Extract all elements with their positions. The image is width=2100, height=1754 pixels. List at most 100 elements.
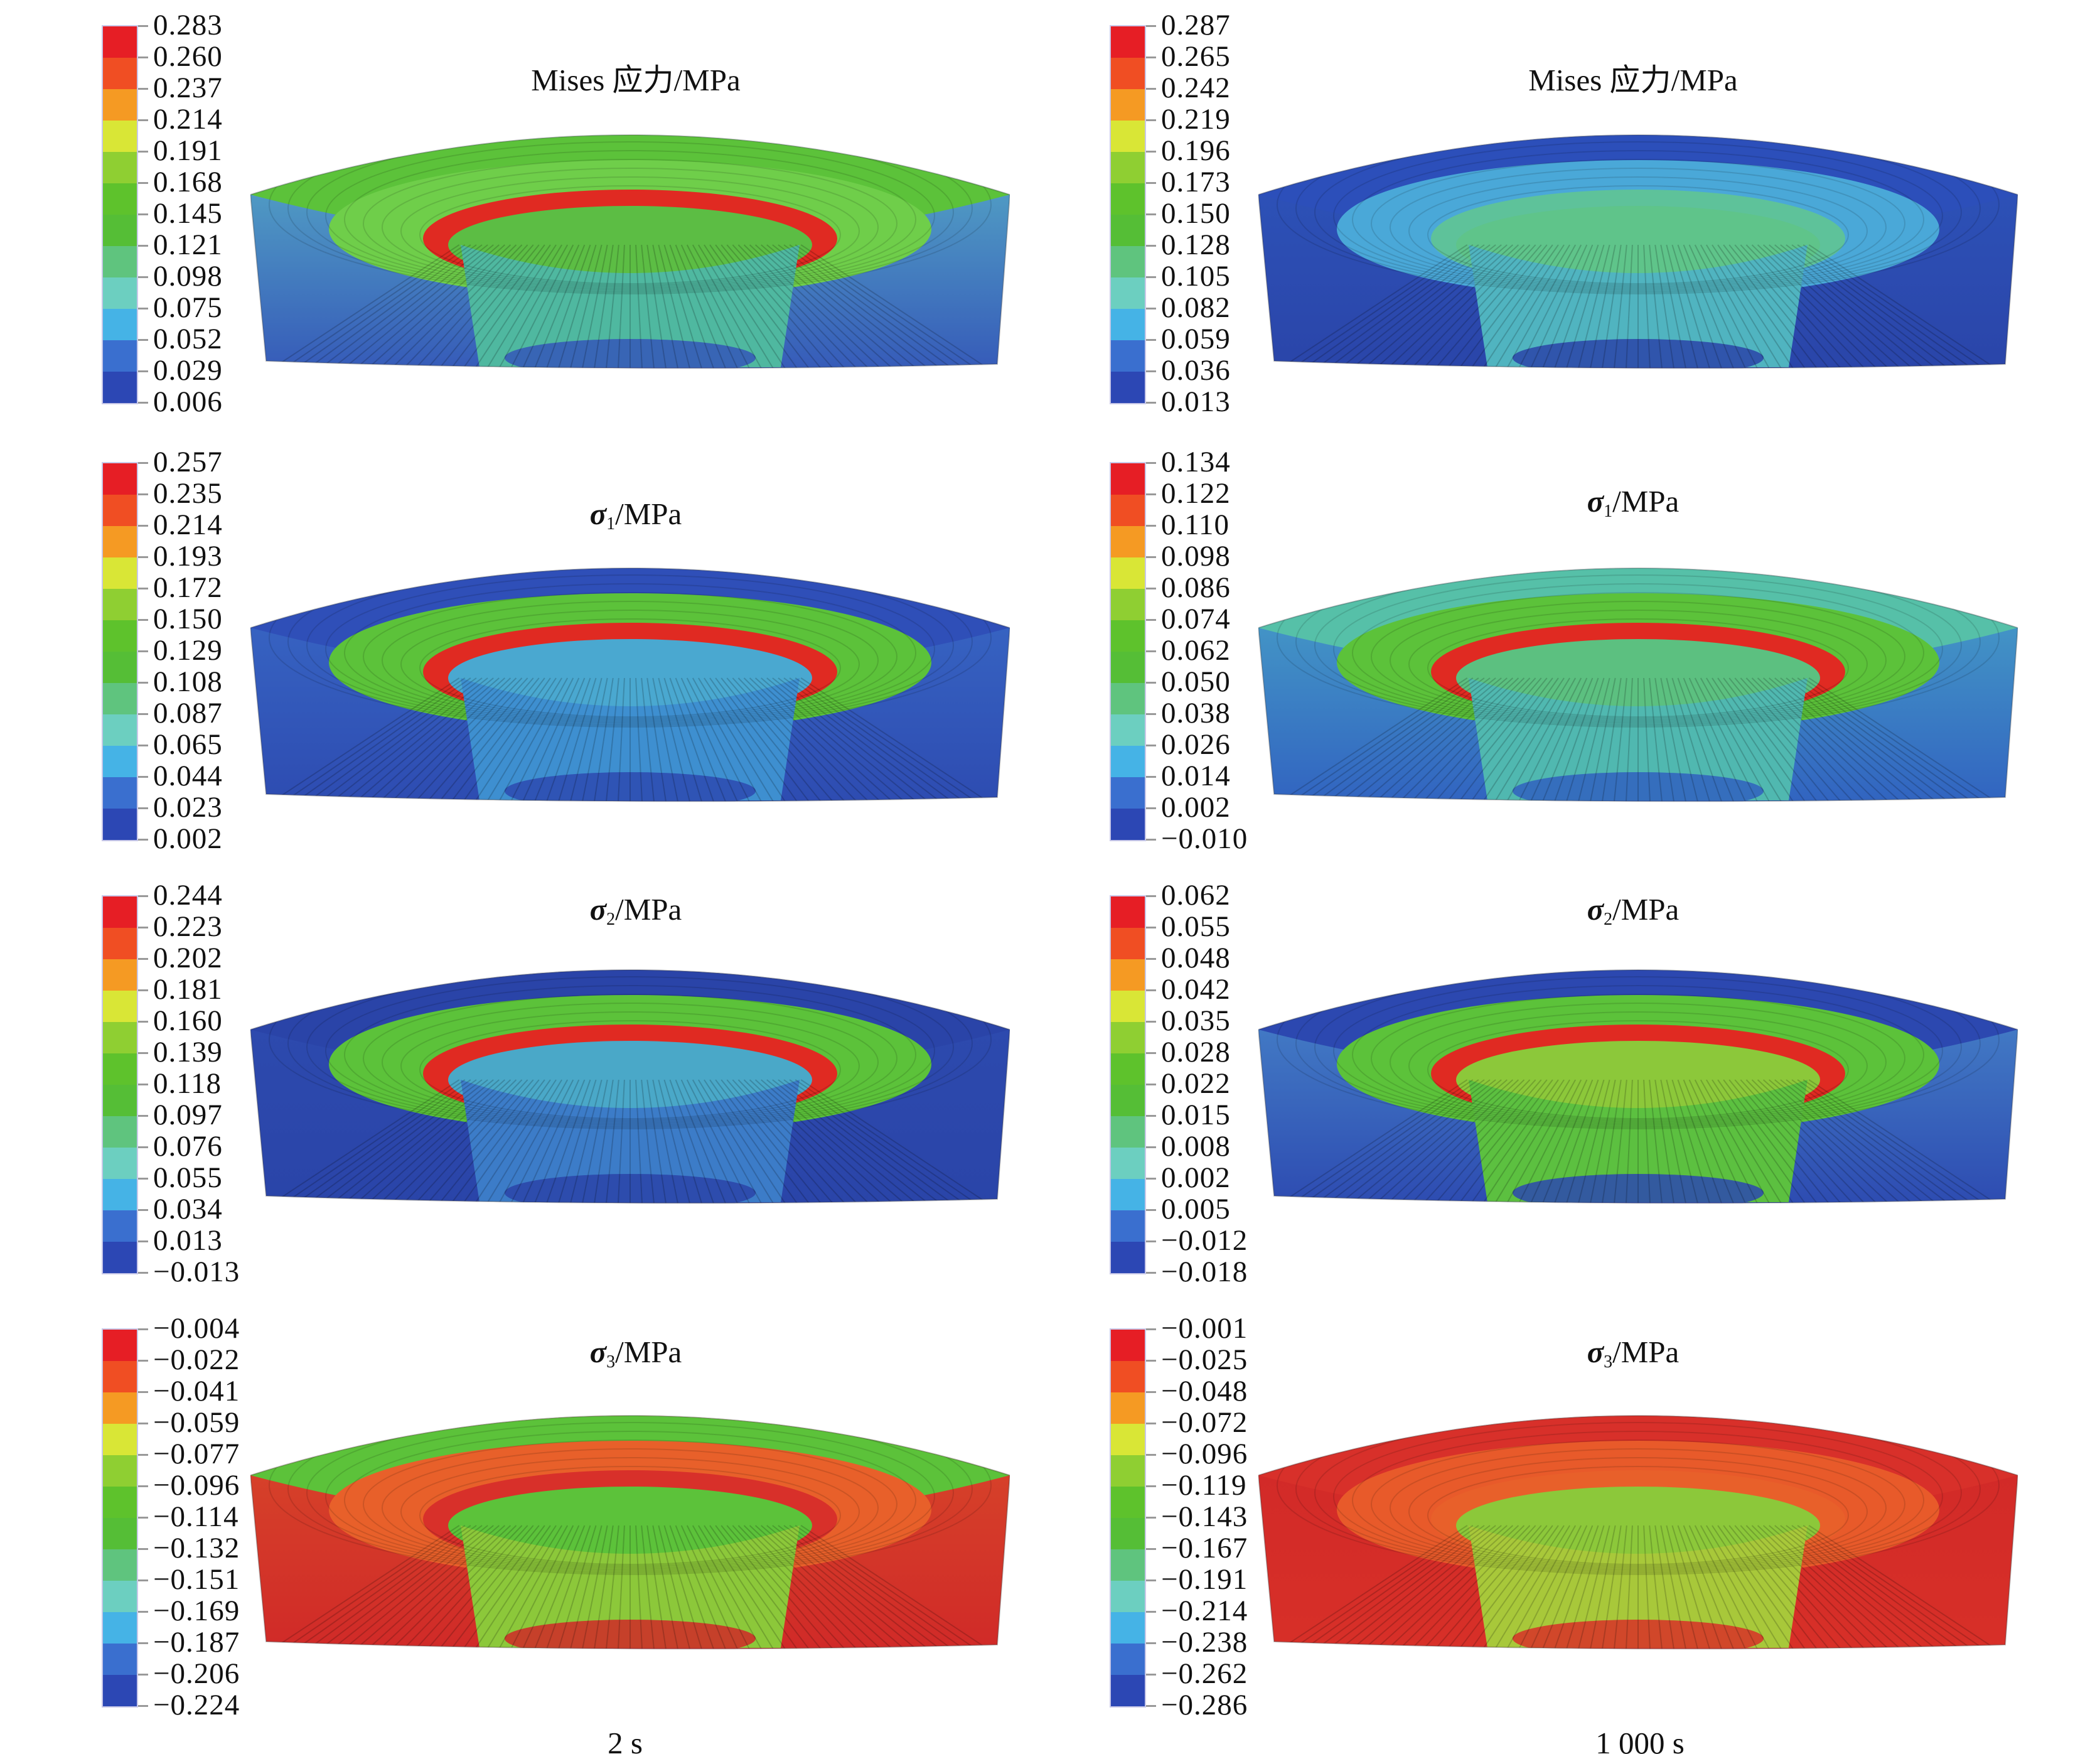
model-bottom-zone [1513, 772, 1764, 802]
mesh-line [287, 244, 477, 369]
mesh-line [1371, 1079, 1519, 1203]
mesh-ring [287, 970, 973, 1128]
legend-label: −0.012 [1161, 1224, 1248, 1257]
legend-band [103, 1022, 137, 1053]
mesh-line [427, 1079, 540, 1203]
mesh-line [641, 677, 656, 802]
mesh-line [464, 1525, 557, 1649]
mesh-line [591, 1525, 614, 1649]
mesh-ring [1295, 1416, 1981, 1574]
mesh-line [1803, 1079, 2006, 1203]
legend-label: 0.219 [1161, 103, 1231, 136]
mesh-line [1808, 1525, 2018, 1649]
legend-tick [1146, 895, 1156, 897]
mesh-ring [1314, 1416, 1962, 1573]
mesh-line [737, 1525, 871, 1649]
mesh-line [452, 1525, 551, 1649]
mesh-line [287, 1079, 477, 1203]
mesh-ring [287, 568, 973, 726]
mesh-line [250, 1079, 460, 1203]
mesh-line [1762, 677, 1917, 802]
legend-label: 0.028 [1161, 1036, 1231, 1068]
mesh-line [1808, 244, 2018, 369]
legend-tick [138, 839, 148, 841]
mesh-line [1599, 1525, 1622, 1649]
mesh-line [301, 677, 483, 802]
mesh-line [1677, 677, 1728, 802]
mesh-line [1666, 1079, 1702, 1203]
legend-tick [1146, 1548, 1156, 1550]
mesh-line [1258, 1079, 1468, 1203]
legend-label: 0.129 [153, 634, 223, 667]
mesh-line [376, 244, 517, 369]
mesh-line [1717, 677, 1816, 802]
mesh-line [1472, 244, 1565, 369]
legend-tick [1146, 308, 1156, 309]
legend-band [1111, 215, 1145, 246]
legend-tick [1146, 1328, 1156, 1330]
legend-label: −0.143 [1161, 1500, 1248, 1533]
mesh-line [663, 244, 707, 369]
mesh-line [1548, 1079, 1599, 1203]
mesh-line [692, 1079, 770, 1203]
mesh-ring [1390, 1003, 1887, 1122]
legend-tick [138, 1611, 148, 1613]
legend-label: −0.018 [1161, 1256, 1248, 1288]
mesh-line [579, 1525, 608, 1649]
legend-label: −0.096 [1161, 1438, 1248, 1470]
mesh-line [1562, 1525, 1605, 1649]
mesh-ring [1352, 583, 1924, 723]
fe-model-sigma3-1000s [1258, 1415, 2018, 1650]
legend-tick [1146, 1705, 1156, 1707]
mesh-line [616, 677, 625, 802]
legend-tick [1146, 1084, 1156, 1085]
fe-model-sigma1-2s [250, 568, 1010, 802]
mesh-ring [1333, 141, 1943, 291]
legend-label: 0.065 [153, 728, 223, 761]
model-inner-top [1456, 206, 1820, 284]
legend-tick [138, 462, 148, 464]
mesh-line [1624, 1525, 1633, 1649]
mesh-line [1562, 244, 1605, 369]
legend-tick [138, 1423, 148, 1424]
fe-model-sigma2-2s [250, 969, 1010, 1204]
legend-tick [138, 245, 148, 247]
mesh-line [772, 244, 947, 369]
title-unit: /MPa [1612, 1335, 1679, 1369]
mesh-line [1309, 1079, 1491, 1203]
legend-band [103, 1116, 137, 1148]
legend-label: 0.014 [1161, 760, 1231, 792]
legend-band [1111, 526, 1145, 557]
mesh-line [1447, 677, 1553, 802]
mesh-line [402, 1079, 528, 1203]
mesh-line [1671, 1525, 1715, 1649]
mesh-line [1734, 1079, 1854, 1203]
legend-tick [1146, 25, 1156, 27]
mesh-line [604, 677, 619, 802]
legend-tick [1146, 807, 1156, 809]
legend-tick [1146, 1611, 1156, 1613]
title-subscript: 1 [1604, 502, 1613, 521]
mesh-line [414, 677, 534, 802]
legend-band [103, 1424, 137, 1455]
mesh-line [363, 1525, 512, 1649]
legend-band [1111, 1242, 1145, 1273]
fe-model-mises-1000s [1258, 134, 2018, 369]
mesh-line [1384, 677, 1525, 802]
model-bottom-zone [505, 772, 756, 802]
legend-label: −0.169 [153, 1595, 240, 1627]
mesh-line [675, 677, 732, 802]
legend-colorbar [102, 462, 138, 841]
legend-band [1111, 58, 1145, 89]
legend-band [1111, 26, 1145, 58]
mesh-line [1728, 244, 1841, 369]
mesh-line [540, 677, 591, 802]
mesh-line [1371, 677, 1519, 802]
mesh-line [641, 1525, 656, 1649]
legend-label: 0.191 [153, 134, 223, 167]
mesh-line [675, 1525, 732, 1649]
mesh-line [490, 677, 569, 802]
mesh-ring [1408, 1011, 1868, 1121]
legend-tick [138, 1328, 148, 1330]
legend-band [1111, 1644, 1145, 1675]
